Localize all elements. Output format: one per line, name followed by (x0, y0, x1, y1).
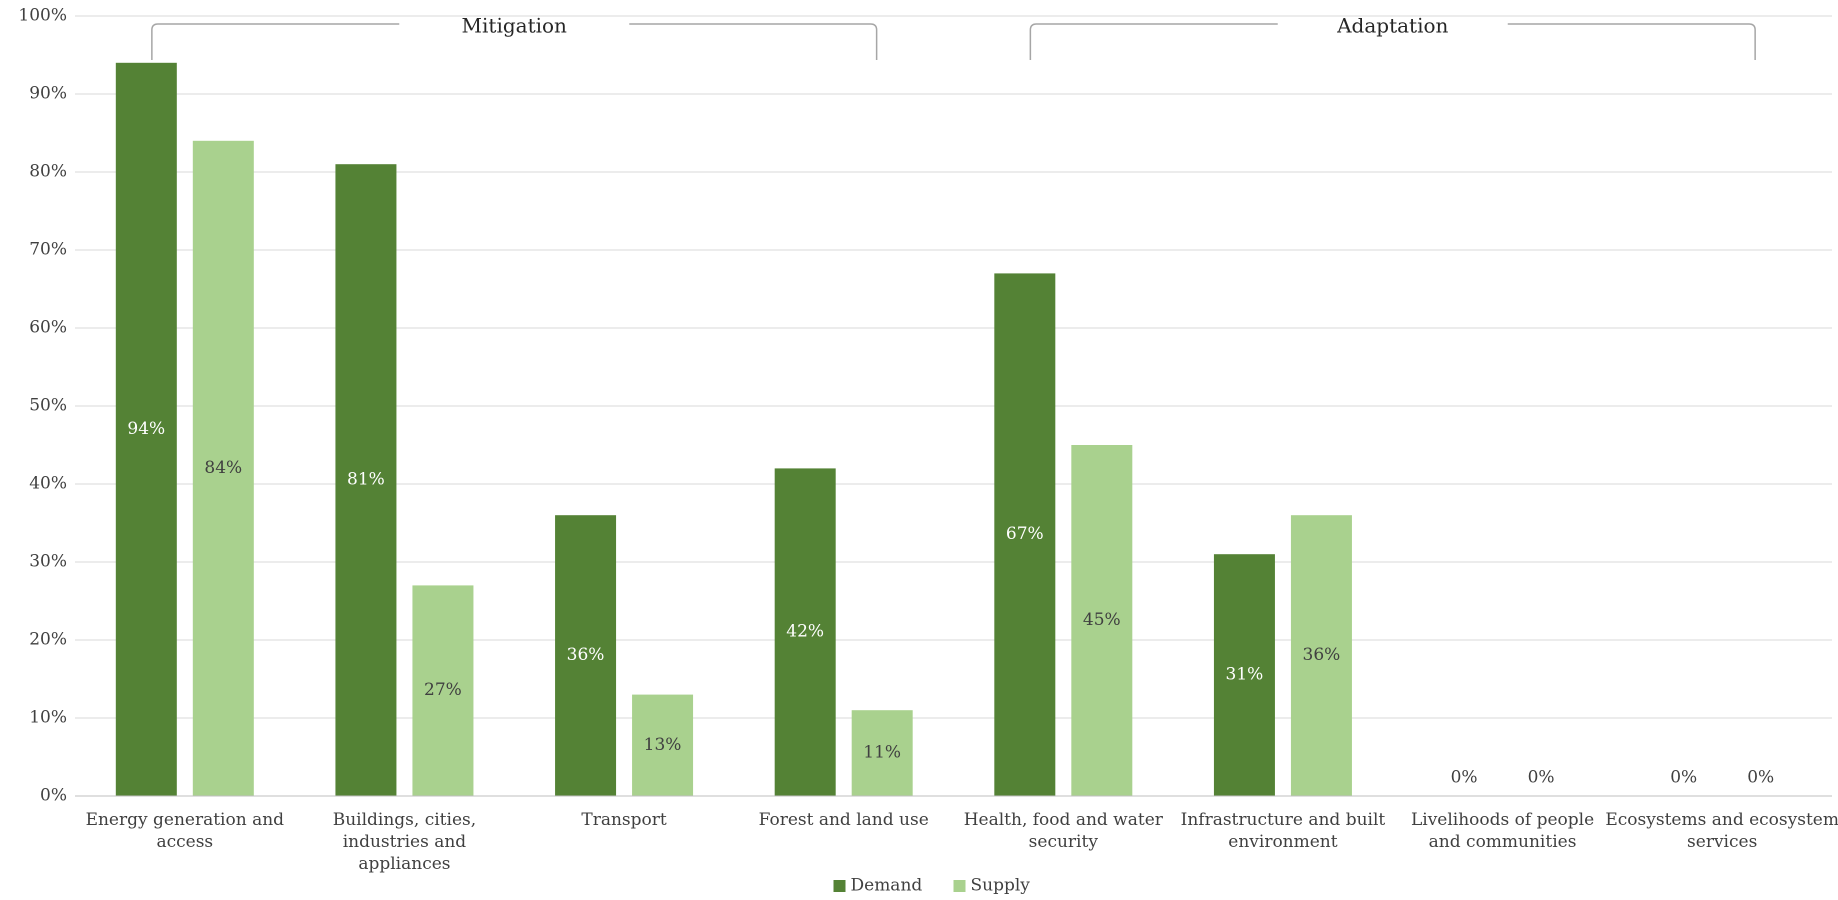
y-tick-label: 30% (29, 552, 67, 572)
data-label: 84% (204, 458, 242, 478)
bracket (629, 23, 878, 60)
x-tick-label: Energy generation and access (86, 810, 285, 852)
x-tick-label: Infrastructure and built environment (1181, 810, 1386, 852)
annotation: Adaptation (1336, 14, 1448, 38)
y-tick-label: 10% (29, 708, 67, 728)
legend-swatch (953, 880, 966, 892)
bar (1071, 445, 1133, 796)
bar (632, 694, 694, 796)
data-label: 36% (1303, 645, 1341, 665)
data-label: 0% (1747, 768, 1774, 788)
data-label: 27% (424, 680, 462, 700)
bar (555, 515, 617, 796)
bar (192, 140, 254, 797)
data-label: 31% (1226, 665, 1264, 685)
y-tick-label: 70% (29, 240, 67, 260)
x-tick-label: Health, food and water security (964, 810, 1164, 852)
y-tick-label: 20% (29, 630, 67, 650)
data-label: 0% (1528, 768, 1555, 788)
data-label: 45% (1083, 610, 1121, 630)
x-tick-label: Forest and land use (759, 810, 929, 830)
y-tick-label: 40% (29, 474, 67, 494)
data-label: 81% (347, 470, 385, 490)
data-label: 13% (644, 735, 682, 755)
x-tick-label: Buildings, cities, industries and applianc… (333, 810, 476, 874)
annotation: Mitigation (462, 14, 568, 38)
data-label: 67% (1006, 524, 1044, 544)
bracket (1507, 23, 1756, 60)
bar (335, 164, 397, 796)
legend-swatch (833, 880, 846, 892)
y-tick-label: 100% (18, 6, 67, 26)
data-label: 0% (1670, 768, 1697, 788)
y-tick-label: 50% (29, 396, 67, 416)
legend-label: Supply (971, 876, 1031, 896)
bracket (151, 23, 400, 60)
data-label: 11% (863, 743, 901, 763)
bar (1213, 554, 1275, 796)
x-tick-label: Transport (581, 810, 667, 830)
legend-label: Demand (851, 876, 923, 896)
y-tick-label: 80% (29, 162, 67, 182)
x-tick-label: Ecosystems and ecosystem services (1605, 810, 1838, 852)
bar (412, 585, 474, 796)
bar (851, 710, 913, 796)
y-tick-label: 90% (29, 84, 67, 104)
data-label: 94% (127, 419, 165, 439)
data-label: 36% (567, 645, 605, 665)
y-tick-label: 60% (29, 318, 67, 338)
bar (115, 62, 177, 797)
bar (1290, 515, 1352, 796)
x-tick-label: Livelihoods of people and communities (1411, 810, 1594, 852)
data-label: 0% (1451, 768, 1478, 788)
y-tick-label: 0% (40, 786, 67, 806)
bracket (1029, 23, 1278, 60)
bar (994, 273, 1056, 796)
data-label: 42% (786, 622, 824, 642)
bar (774, 468, 836, 796)
